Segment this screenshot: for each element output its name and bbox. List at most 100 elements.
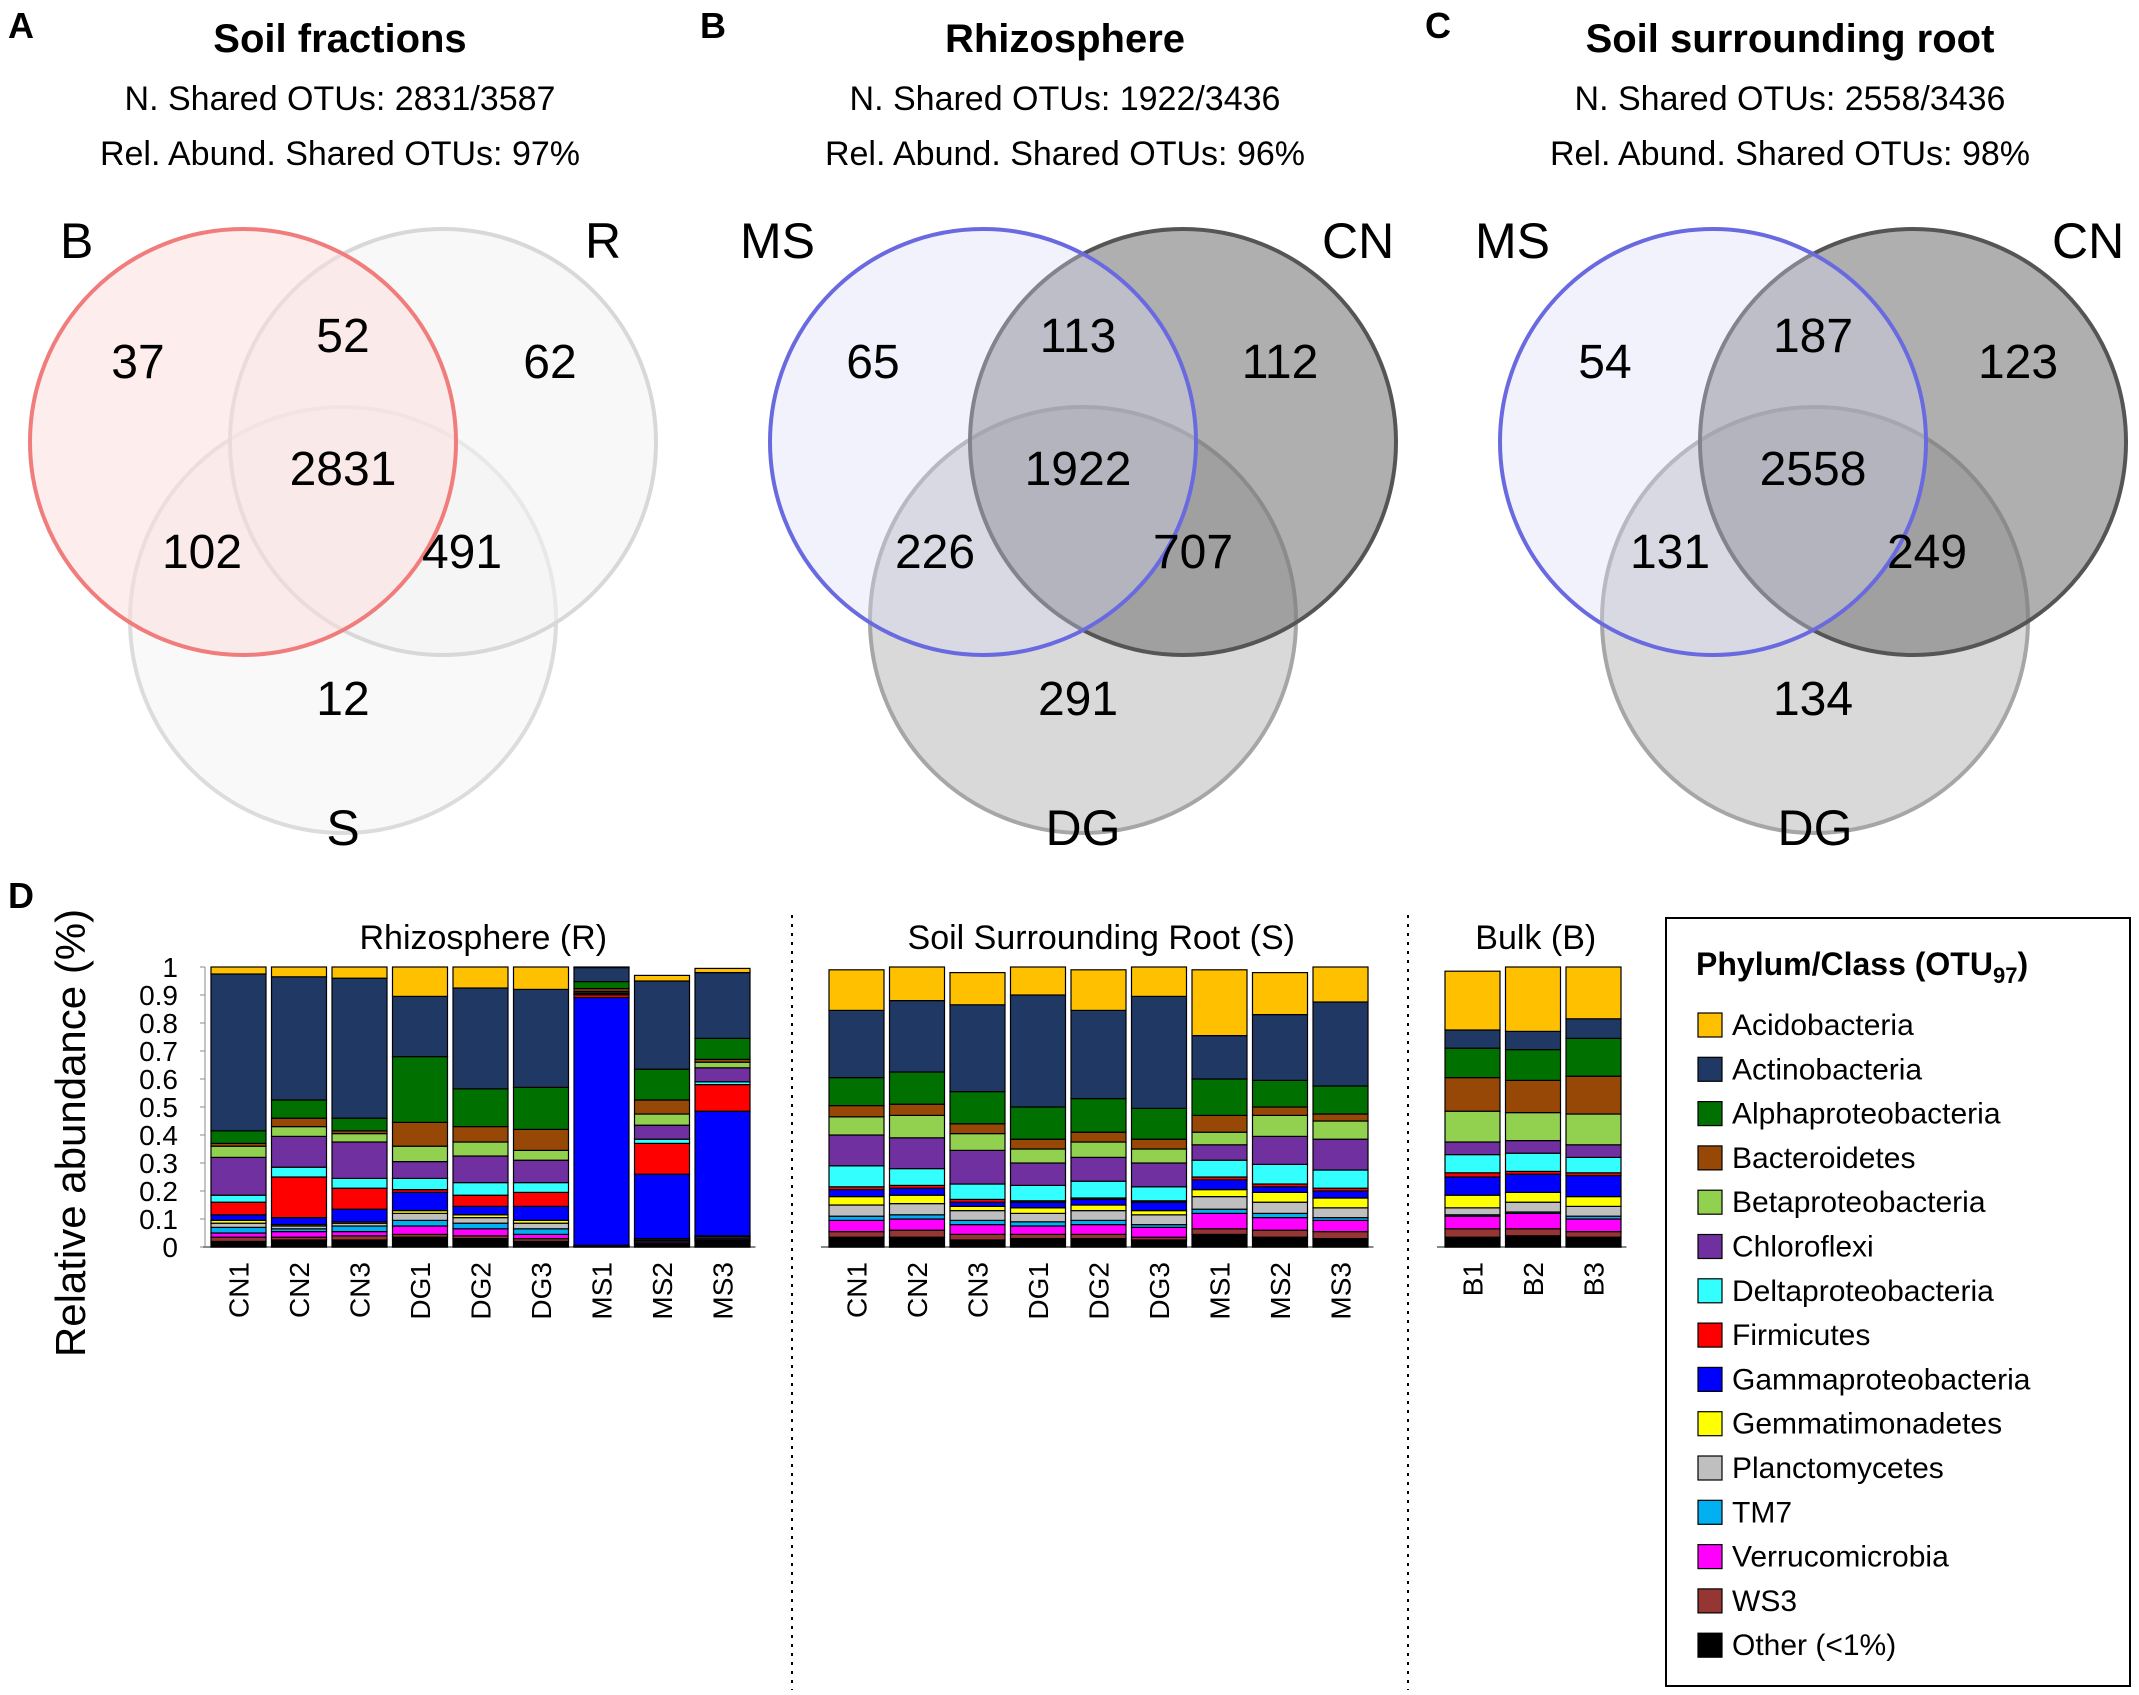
bar-segment: [828, 1134, 885, 1167]
bar-segment: [1130, 966, 1188, 997]
bar-segment: [452, 1141, 509, 1157]
bar-segment: [1009, 1106, 1067, 1140]
bar-segment: [1130, 1107, 1188, 1140]
legend-item: Gammaproteobacteria: [1697, 1363, 2031, 1396]
legend-label: Bacteroidetes: [1732, 1142, 1915, 1175]
bar-segment: [949, 1183, 1006, 1200]
bar-segment: [452, 1237, 509, 1248]
bar-segment: [1251, 1236, 1309, 1248]
bar-segment: [1565, 1113, 1622, 1146]
legend-label: TM7: [1732, 1496, 1792, 1529]
bar-segment: [1565, 1230, 1622, 1238]
bar-segment: [888, 1214, 946, 1220]
venn-a-shared-otus: N. Shared OTUs: 2831/3587: [125, 80, 556, 118]
bar-segment: [270, 1230, 328, 1238]
bar-segment: [331, 1177, 388, 1189]
bar-segment: [1070, 1156, 1127, 1182]
bar-segment: [1444, 1110, 1501, 1143]
y-tick-label: 0: [162, 1232, 178, 1263]
bar-segment: [888, 1229, 946, 1238]
bar-segment: [949, 1123, 1006, 1135]
bar-segment: [949, 1149, 1006, 1185]
bar-segment: [888, 1137, 946, 1170]
legend-item: Betaproteobacteria: [1697, 1186, 1986, 1219]
bar-segment: [949, 1223, 1006, 1235]
bar-segment: [828, 1009, 885, 1079]
legend-swatch: [1697, 1056, 1723, 1082]
bar-segment: [452, 1222, 509, 1230]
legend-swatch: [1697, 1322, 1723, 1348]
bar-segment: [1130, 995, 1188, 1110]
group-separators: [791, 915, 1409, 1690]
venn-a-title: Soil fractions: [213, 17, 466, 61]
bar-segment: [828, 1215, 885, 1221]
venn-a-circle-top-left: [28, 227, 458, 657]
legend: Phylum/Class (OTU97) Acidobacteria Actino…: [1665, 917, 2131, 1687]
bar-segment: [210, 1145, 267, 1158]
bar-segment: [331, 1235, 388, 1241]
bar-segment: [210, 1240, 267, 1248]
venn-b-count-only-dg: 291: [1038, 673, 1118, 726]
bar-segment: [1191, 1034, 1248, 1080]
bar-segment: [1191, 1131, 1248, 1146]
bar-segment: [1504, 1139, 1562, 1154]
bar-segment: [888, 1194, 946, 1205]
bar-segment: [633, 1124, 691, 1140]
legend-item: Gemmatimonadetes: [1697, 1408, 2002, 1441]
bar-segment: [1565, 1218, 1622, 1233]
bar-segment: [391, 1160, 449, 1179]
bar-segment: [1251, 1163, 1309, 1185]
bar-segment: [1130, 1162, 1188, 1188]
venn-a-count-b-r: 52: [316, 310, 369, 363]
bar-segment: [1504, 1111, 1562, 1142]
legend-swatch: [1697, 1632, 1723, 1658]
legend-box: [1665, 917, 2131, 1687]
group-title: Soil Surrounding Root (S): [908, 919, 1295, 957]
x-tick-label: DG1: [405, 1262, 436, 1320]
legend-item: Planctomycetes: [1697, 1452, 1944, 1485]
venn-panel-a: A Soil fractions N. Shared OTUs: 2831/35…: [8, 5, 658, 856]
legend-label: Betaproteobacteria: [1732, 1186, 1986, 1219]
legend-label: Actinobacteria: [1732, 1053, 1922, 1086]
bar-segment: [512, 1159, 570, 1184]
bar-segment: [828, 1230, 885, 1238]
legend-items: Acidobacteria Actinobacteria Alphaproteoba…: [1697, 1009, 2031, 1662]
bar-segment: [1130, 1209, 1188, 1216]
bar-segment: [1070, 1219, 1127, 1226]
x-tick-label: MS2: [647, 1262, 678, 1320]
bar-segment: [1565, 1075, 1622, 1115]
bar-segment: [1444, 1047, 1501, 1079]
venn-a-set-b: B: [60, 213, 93, 269]
bar-segment: [1565, 1144, 1622, 1159]
bar-segment: [391, 1225, 449, 1235]
bar-segment: [633, 1113, 691, 1126]
bar-segment: [1009, 1212, 1067, 1223]
bar-segment: [512, 988, 570, 1089]
bar-segment: [452, 1155, 509, 1184]
bar-segment: [1444, 1228, 1501, 1238]
bar-segment: [1009, 1233, 1067, 1240]
bar-segment: [512, 1149, 570, 1161]
bar-segment: [210, 1214, 267, 1222]
bar-segment: [270, 1216, 328, 1226]
bar-segment: [452, 1228, 509, 1237]
x-tick-label: DG2: [1084, 1262, 1115, 1320]
legend-swatch: [1697, 1278, 1723, 1304]
bar-segment: [270, 1125, 328, 1137]
venn-c-count-cn-dg: 249: [1887, 526, 1967, 579]
venn-c-count-only-dg: 134: [1773, 673, 1853, 726]
x-tick-label: B1: [1458, 1262, 1489, 1296]
bar-segment: [1504, 1048, 1562, 1081]
bar-segment: [694, 971, 751, 1039]
bar-segment: [828, 1188, 885, 1198]
bar-segment: [1191, 1208, 1248, 1214]
bar-segment: [1504, 1030, 1562, 1051]
bar-segment: [1130, 1214, 1188, 1226]
bar-segment: [391, 1121, 449, 1147]
bar-segment: [1312, 1169, 1369, 1189]
bar-segment: [331, 977, 388, 1119]
bar-segment: [512, 1205, 570, 1222]
bar-segment: [1565, 1174, 1622, 1198]
venn-b-rel-abund: Rel. Abund. Shared OTUs: 96%: [825, 135, 1305, 173]
bar-segment: [1504, 1228, 1562, 1237]
